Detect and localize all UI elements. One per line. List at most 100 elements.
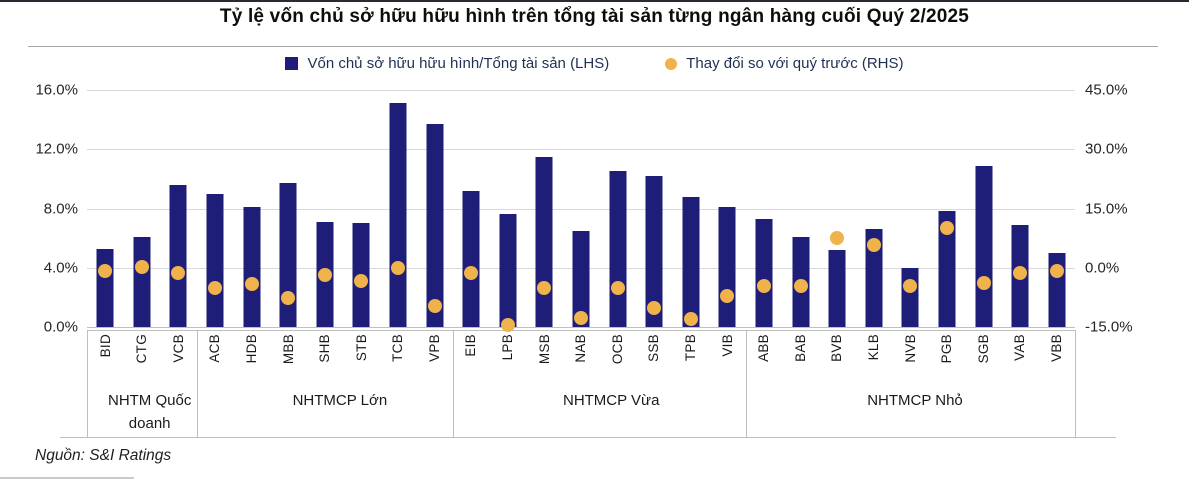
equity-ratio-bar (462, 190, 480, 327)
equity-ratio-bar (389, 103, 407, 327)
equity-ratio-bar (169, 184, 187, 327)
left-axis-tick: 0.0% (43, 318, 78, 336)
equity-ratio-bar (718, 207, 736, 327)
x-tick-label: EIB (463, 334, 479, 357)
gridline (87, 327, 1075, 328)
bank-slot-ctg (124, 90, 161, 327)
title-divider (28, 46, 1158, 47)
x-tick-label: ACB (207, 334, 223, 363)
x-tick-label: NVB (902, 334, 918, 363)
equity-ratio-bar (755, 218, 773, 327)
x-tick-label: OCB (609, 334, 625, 365)
bank-slot-ssb (636, 90, 673, 327)
x-tick-label: CTG (134, 334, 150, 364)
qoq-change-dot (281, 291, 296, 306)
bank-slot-stb (343, 90, 380, 327)
bank-slot-bvb (819, 90, 856, 327)
qoq-change-dot (720, 289, 735, 304)
group-divider (452, 330, 454, 437)
equity-ratio-bar (682, 196, 700, 327)
legend-item-dots: Thay đổi so với quý trước (RHS) (665, 55, 904, 72)
legend-label-dots: Thay đổi so với quý trước (RHS) (686, 55, 904, 72)
equity-ratio-bar (645, 175, 663, 327)
x-tick-label: PGB (939, 334, 955, 364)
qoq-change-dot (98, 263, 113, 278)
gridline (87, 149, 1075, 151)
x-tick-label: VIB (719, 334, 735, 357)
bank-slot-vib (709, 90, 746, 327)
equity-ratio-bar (206, 193, 224, 327)
gridline (87, 90, 1075, 91)
bank-slot-ocb (599, 90, 636, 327)
right-axis-tick: -15.0% (1085, 318, 1133, 336)
bank-slot-pgb (929, 90, 966, 327)
group-label: NHTM Quốc doanh (107, 392, 192, 432)
x-tick-label: ABB (756, 334, 772, 362)
legend-label-bars: Vốn chủ sở hữu hữu hình/Tổng tài sản (LH… (307, 55, 610, 72)
group-label: NHTMCP Lớn (292, 392, 388, 409)
equity-ratio-bar (96, 248, 114, 327)
equity-ratio-bar (975, 165, 993, 327)
equity-ratio-bar (865, 229, 883, 327)
equity-ratio-bar (243, 207, 261, 327)
equity-ratio-bar (609, 171, 627, 327)
equity-ratio-bar (572, 230, 590, 327)
qoq-change-dot (793, 279, 808, 294)
bank-slot-vpb (416, 90, 453, 327)
x-tick-label: LPB (500, 334, 516, 361)
source-note: Nguồn: S&I Ratings (35, 447, 172, 464)
bank-slot-vab (1002, 90, 1039, 327)
legend: Vốn chủ sở hữu hữu hình/Tổng tài sản (LH… (0, 55, 1189, 72)
qoq-change-dot (1049, 263, 1064, 278)
qoq-change-dot (683, 312, 698, 327)
band-bottom-line (60, 437, 1116, 438)
bank-slot-abb (746, 90, 783, 327)
x-tick-label: VAB (1012, 334, 1028, 361)
qoq-change-dot (171, 265, 186, 280)
equity-ratio-bar (938, 211, 956, 327)
x-tick-label: BVB (829, 334, 845, 362)
qoq-change-dot (866, 238, 881, 253)
qoq-change-dot (317, 268, 332, 283)
x-tick-label: TCB (390, 334, 406, 362)
qoq-change-dot (756, 279, 771, 294)
qoq-change-dot (537, 280, 552, 295)
bank-slot-eib (453, 90, 490, 327)
x-tick-label: SSB (646, 334, 662, 362)
right-axis-tick: 15.0% (1085, 200, 1128, 217)
qoq-change-dot (610, 280, 625, 295)
bank-slot-hdb (233, 90, 270, 327)
left-axis-tick: 16.0% (35, 81, 78, 99)
bank-slot-vbb (1038, 90, 1075, 327)
equity-ratio-bar (901, 267, 919, 327)
qoq-change-dot (574, 311, 589, 326)
bank-slot-tcb (380, 90, 417, 327)
x-axis-labels: BID CTG VCB ACB HDB MBB SHB STB TCB VPB EIB LPB MSB N… (87, 334, 1075, 386)
x-tick-label: NAB (573, 334, 589, 363)
bank-slot-shb (307, 90, 344, 327)
qoq-change-dot (208, 280, 223, 295)
x-tick-label: VCB (170, 334, 186, 363)
qoq-change-dot (134, 259, 149, 274)
qoq-change-dot (1013, 265, 1028, 280)
plot-area (87, 90, 1075, 333)
qoq-change-dot (647, 301, 662, 316)
bank-slot-bab (782, 90, 819, 327)
bank-slot-bid (87, 90, 124, 327)
x-tick-label: STB (353, 334, 369, 362)
qoq-change-dot (830, 231, 845, 246)
qoq-change-dot (354, 273, 369, 288)
bank-slot-klb (855, 90, 892, 327)
left-axis-tick: 8.0% (43, 200, 78, 217)
group-divider (87, 330, 88, 437)
left-axis-tick: 12.0% (35, 140, 78, 158)
group-divider (1075, 330, 1076, 437)
top-border (0, 0, 1189, 2)
x-tick-label: BAB (792, 334, 808, 362)
right-axis-tick: 0.0% (1085, 259, 1120, 277)
bank-slot-acb (197, 90, 234, 327)
x-tick-label: BID (97, 334, 113, 358)
equity-ratio-bar (426, 124, 444, 327)
x-tick-label: SHB (317, 334, 333, 363)
